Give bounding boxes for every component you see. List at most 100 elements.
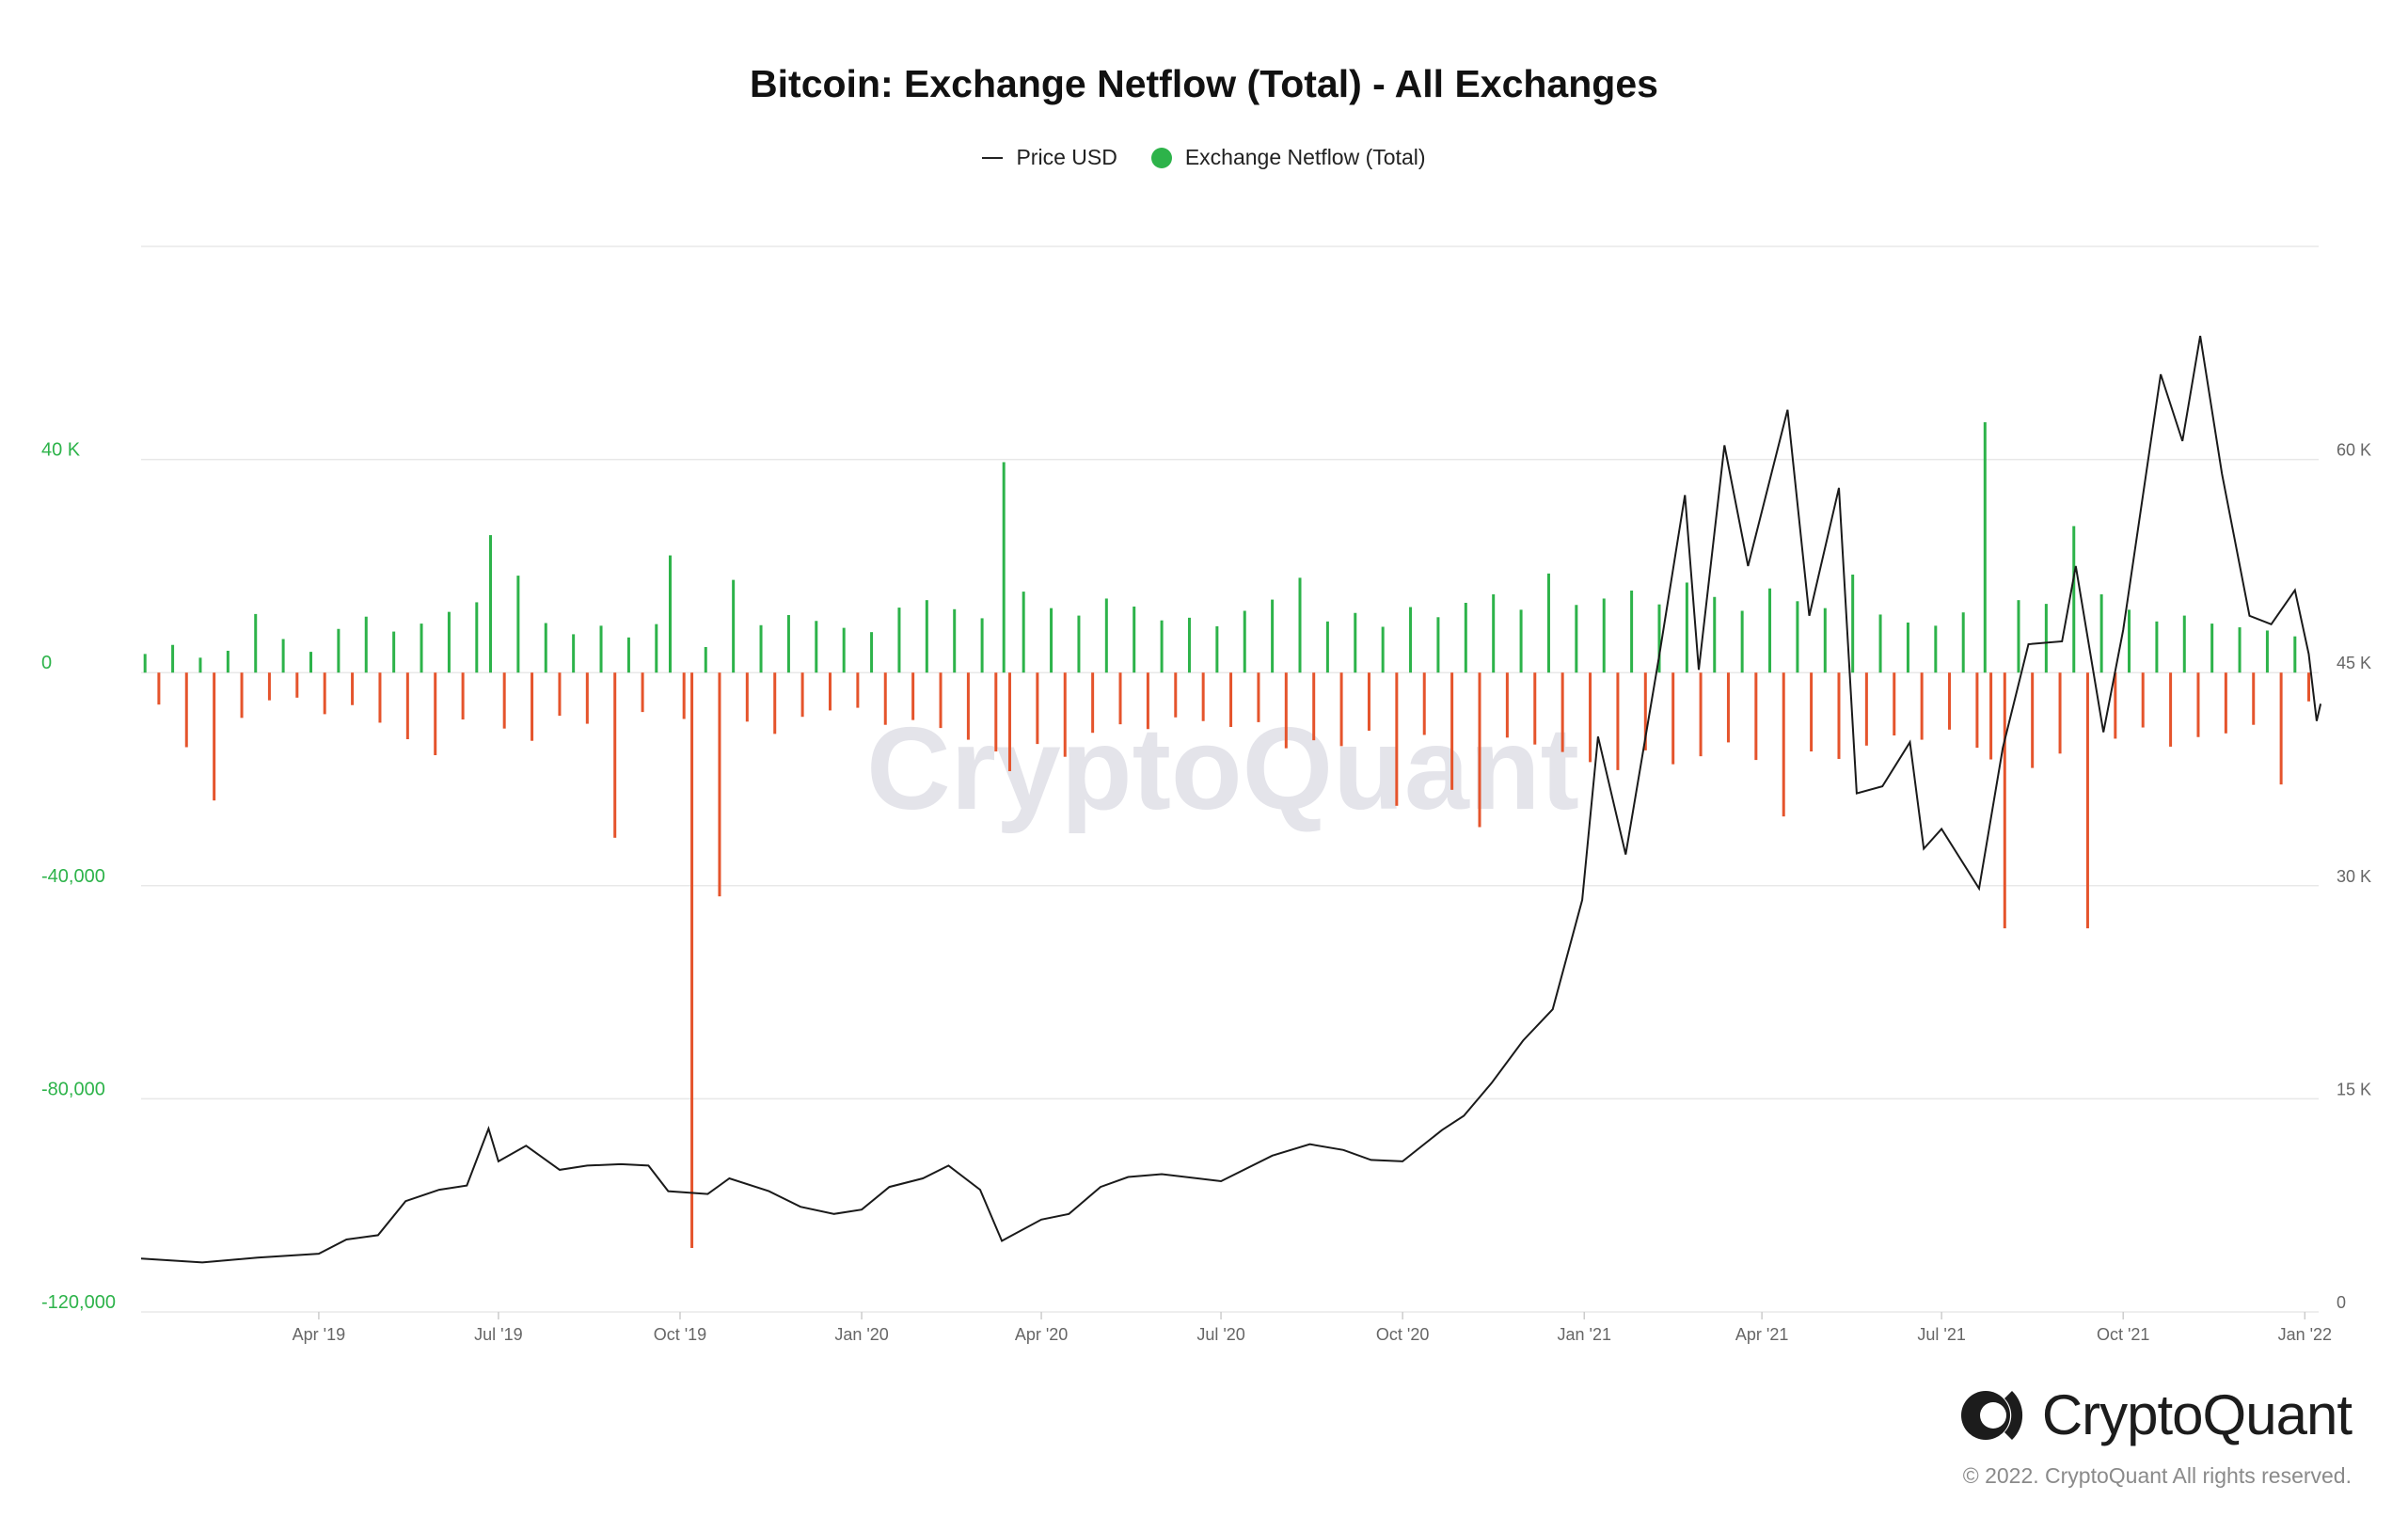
x-tick-label: Apr '20 xyxy=(1015,1325,1068,1344)
netflow-bar-negative xyxy=(1229,672,1233,727)
netflow-bar-positive xyxy=(2128,609,2131,673)
netflow-bar-negative xyxy=(2169,672,2173,747)
netflow-bar-negative xyxy=(718,672,721,897)
netflow-bar-positive xyxy=(1243,610,1246,673)
netflow-bar-positive xyxy=(1768,588,1772,673)
netflow-bar-negative xyxy=(1560,672,1564,752)
netflow-bar-positive xyxy=(1271,599,1275,673)
netflow-bar-negative xyxy=(1036,672,1039,745)
netflow-bar-positive xyxy=(1215,625,1219,673)
netflow-bar-positive xyxy=(364,616,368,673)
netflow-bar-negative xyxy=(1395,672,1399,806)
price-line xyxy=(140,336,2322,1264)
netflow-bar-negative xyxy=(828,672,832,711)
netflow-bar-positive xyxy=(198,657,202,673)
netflow-bar-negative xyxy=(1989,672,1993,760)
netflow-bar-negative xyxy=(558,672,562,717)
netflow-bar-negative xyxy=(531,672,534,741)
netflow-bar-positive xyxy=(759,624,763,673)
netflow-bar-positive xyxy=(309,652,312,673)
netflow-bar-positive xyxy=(1546,573,1550,673)
netflow-bar-negative xyxy=(1643,672,1647,750)
netflow-bar-negative xyxy=(883,672,887,725)
netflow-bar-positive xyxy=(1298,577,1302,673)
netflow-bar-negative xyxy=(1367,672,1370,731)
netflow-bar-positive xyxy=(447,611,451,673)
right-axis: 60 K 45 K 30 K 15 K 0 xyxy=(2337,441,2371,1312)
netflow-bar-negative xyxy=(1174,672,1178,718)
netflow-bar-negative xyxy=(690,672,694,1249)
cryptoquant-logo-icon xyxy=(1960,1390,2022,1440)
netflow-bar-positive xyxy=(1630,590,1634,673)
netflow-bar-positive xyxy=(1740,610,1744,673)
netflow-bar-positive xyxy=(786,615,790,673)
netflow-bar-positive xyxy=(1823,608,1827,673)
netflow-bar-negative xyxy=(461,672,465,720)
netflow-bar-negative xyxy=(682,672,686,719)
netflow-bar-positive xyxy=(1961,612,1965,673)
netflow-bar-positive xyxy=(2238,627,2242,673)
netflow-bar-negative xyxy=(1201,672,1205,721)
netflow-bar-positive xyxy=(2017,600,2020,673)
netflow-bar-positive xyxy=(1878,614,1882,673)
netflow-bar-negative xyxy=(295,672,299,698)
x-tick-label: Oct '21 xyxy=(2097,1325,2149,1344)
netflow-bar-positive xyxy=(953,608,957,673)
legend-label-netflow: Exchange Netflow (Total) xyxy=(1184,145,1426,169)
netflow-bar-positive xyxy=(1436,617,1440,673)
netflow-bar-positive xyxy=(254,613,258,673)
netflow-bar-negative xyxy=(1063,672,1067,757)
legend-item-netflow[interactable]: Exchange Netflow (Total) xyxy=(1150,145,1426,170)
left-tick-label: 40 K xyxy=(41,440,81,461)
netflow-bar-positive xyxy=(1133,606,1136,673)
netflow-bar-positive xyxy=(1077,615,1081,673)
netflow-bar-positive xyxy=(1492,593,1496,673)
right-tick-label: 60 K xyxy=(2337,441,2371,460)
x-tick-label: Jan '22 xyxy=(2278,1325,2332,1344)
netflow-bar-negative xyxy=(1284,672,1288,749)
netflow-bar-negative xyxy=(2031,672,2035,768)
netflow-bar-negative xyxy=(1810,672,1814,752)
netflow-bar-negative xyxy=(994,672,998,752)
netflow-bar-positive xyxy=(2210,624,2214,673)
netflow-bar-negative xyxy=(1007,672,1011,772)
x-tick-label: Jan '20 xyxy=(834,1325,888,1344)
netflow-bar-negative xyxy=(1754,672,1758,761)
netflow-bar-negative xyxy=(1450,672,1454,790)
netflow-bar-negative xyxy=(1478,672,1481,828)
netflow-bar-negative xyxy=(213,672,216,801)
netflow-bar-negative xyxy=(2114,672,2117,739)
netflow-bar-negative xyxy=(911,672,915,720)
netflow-bar-negative xyxy=(240,672,244,719)
netflow-bar-positive xyxy=(1713,596,1717,673)
netflow-bar-positive xyxy=(925,600,928,673)
left-tick-label: -80,000 xyxy=(41,1079,105,1099)
netflow-bar-negative xyxy=(856,672,860,708)
left-axis: 40 K 0 -40,000 -80,000 -120,000 xyxy=(41,440,116,1313)
netflow-bars xyxy=(143,421,2311,1249)
netflow-bar-positive xyxy=(1685,582,1688,673)
netflow-bar-positive xyxy=(1354,612,1357,673)
legend-label-price: Price USD xyxy=(1016,145,1117,169)
netflow-bar-positive xyxy=(2099,593,2103,673)
netflow-bar-positive xyxy=(2072,526,2076,673)
netflow-bar-positive xyxy=(2155,621,2159,673)
netflow-bar-positive xyxy=(980,618,984,673)
netflow-bar-positive xyxy=(1325,621,1329,673)
netflow-bar-positive xyxy=(1002,462,1006,673)
x-tick-label: Apr '19 xyxy=(293,1325,345,1344)
netflow-bar-positive xyxy=(655,624,658,673)
right-tick-label: 30 K xyxy=(2337,867,2371,886)
netflow-bar-positive xyxy=(1104,598,1108,673)
netflow-bar-negative xyxy=(2307,672,2311,702)
legend-line-icon xyxy=(982,156,1004,159)
netflow-bar-positive xyxy=(1409,607,1413,673)
netflow-bar-negative xyxy=(613,672,617,838)
netflow-bar-negative xyxy=(405,672,409,740)
netflow-bar-negative xyxy=(1257,672,1260,722)
legend-item-price[interactable]: Price USD xyxy=(982,145,1117,170)
netflow-bar-positive xyxy=(599,625,603,673)
netflow-bar-positive xyxy=(732,579,736,673)
left-tick-label: 0 xyxy=(41,653,52,673)
netflow-bar-positive xyxy=(2293,636,2297,673)
